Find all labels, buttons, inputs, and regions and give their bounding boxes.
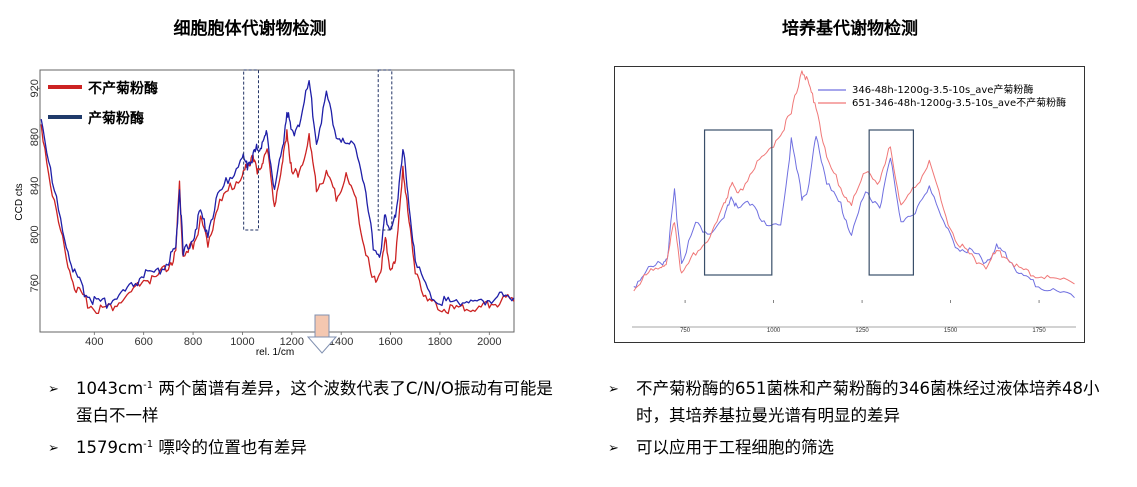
right-bullet-list: ➢ 不产菊粉酶的651菌株和产菊粉酶的346菌株经过液体培养48小时，其培养基拉… bbox=[608, 375, 1128, 466]
bullet-item: ➢ 1579cm-1 嘌呤的位置也有差异 bbox=[48, 434, 568, 461]
x-tick-label: 1000 bbox=[767, 328, 781, 334]
left-raman-chart: 400 600 800 1000 1200 1400 1600 1800 2000 760 800 8… bbox=[14, 69, 515, 358]
bullet-arrow-icon: ➢ bbox=[608, 382, 619, 397]
plot-frame bbox=[39, 69, 515, 333]
series-line bbox=[633, 70, 1075, 292]
bullet-arrow-icon: ➢ bbox=[48, 382, 59, 397]
series-line bbox=[633, 135, 1075, 299]
x-tick-label: 1400 bbox=[329, 336, 353, 348]
legend-label: 346-48h-1200g-3.5-10s_ave产菊粉酶 bbox=[852, 83, 1033, 96]
y-tick-label: 920 bbox=[29, 79, 41, 97]
left-bullet-list: ➢ 1043cm-1 两个菌谱有差异，这个波数代表了C/N/O振动有可能是蛋白不… bbox=[48, 375, 568, 466]
highlight-box bbox=[377, 69, 393, 231]
legend: 346-48h-1200g-3.5-10s_ave产菊粉酶 651-346-48… bbox=[818, 83, 1066, 109]
y-tick-label: 880 bbox=[29, 128, 41, 146]
y-tick-label: 760 bbox=[29, 274, 41, 292]
x-tick-label: 1500 bbox=[944, 328, 958, 334]
y-tick-label: 840 bbox=[29, 177, 41, 195]
x-tick-label: 750 bbox=[680, 328, 691, 334]
x-tick-label: 1800 bbox=[428, 336, 452, 348]
legend: 不产菊粉酶 产菊粉酶 bbox=[48, 80, 158, 127]
highlight-box bbox=[703, 129, 773, 276]
legend-label: 产菊粉酶 bbox=[88, 110, 144, 127]
x-tick-label: 1000 bbox=[230, 336, 254, 348]
x-tick-label: 1200 bbox=[280, 336, 304, 348]
y-tick-label: 800 bbox=[29, 225, 41, 243]
legend-label: 不产菊粉酶 bbox=[88, 80, 158, 97]
x-tick-label: 400 bbox=[85, 336, 103, 348]
x-tick-label: 1250 bbox=[855, 328, 869, 334]
x-tick-label: 600 bbox=[135, 336, 153, 348]
bullet-arrow-icon: ➢ bbox=[48, 441, 59, 456]
legend-label: 651-346-48h-1200g-3.5-10s_ave不产菊粉酶 bbox=[852, 96, 1066, 109]
right-panel-title: 培养基代谢物检测 bbox=[782, 19, 918, 39]
series-line bbox=[40, 79, 515, 309]
x-tick-label: 1600 bbox=[378, 336, 402, 348]
highlight-box bbox=[868, 129, 915, 276]
x-tick-label: 800 bbox=[184, 336, 202, 348]
bullet-arrow-icon: ➢ bbox=[608, 441, 619, 456]
down-arrow-icon bbox=[306, 314, 338, 354]
y-axis-label: CCD cts bbox=[14, 183, 25, 220]
plot-frame bbox=[614, 66, 1085, 343]
x-tick-label: 1750 bbox=[1032, 328, 1046, 334]
highlight-box bbox=[243, 69, 259, 231]
x-tick-label: 2000 bbox=[477, 336, 501, 348]
left-panel-title: 细胞胞体代谢物检测 bbox=[173, 19, 327, 39]
series-line bbox=[40, 124, 515, 315]
right-raman-chart: 750 1000 1250 1500 1750 346-48h-1200g-3.5-10… bbox=[614, 66, 1085, 343]
x-axis-label: rel. 1/cm bbox=[256, 347, 294, 358]
bullet-item: ➢ 1043cm-1 两个菌谱有差异，这个波数代表了C/N/O振动有可能是蛋白不… bbox=[48, 375, 568, 429]
bullet-item: ➢ 可以应用于工程细胞的筛选 bbox=[608, 434, 1128, 461]
bullet-item: ➢ 不产菊粉酶的651菌株和产菊粉酶的346菌株经过液体培养48小时，其培养基拉… bbox=[608, 375, 1128, 429]
